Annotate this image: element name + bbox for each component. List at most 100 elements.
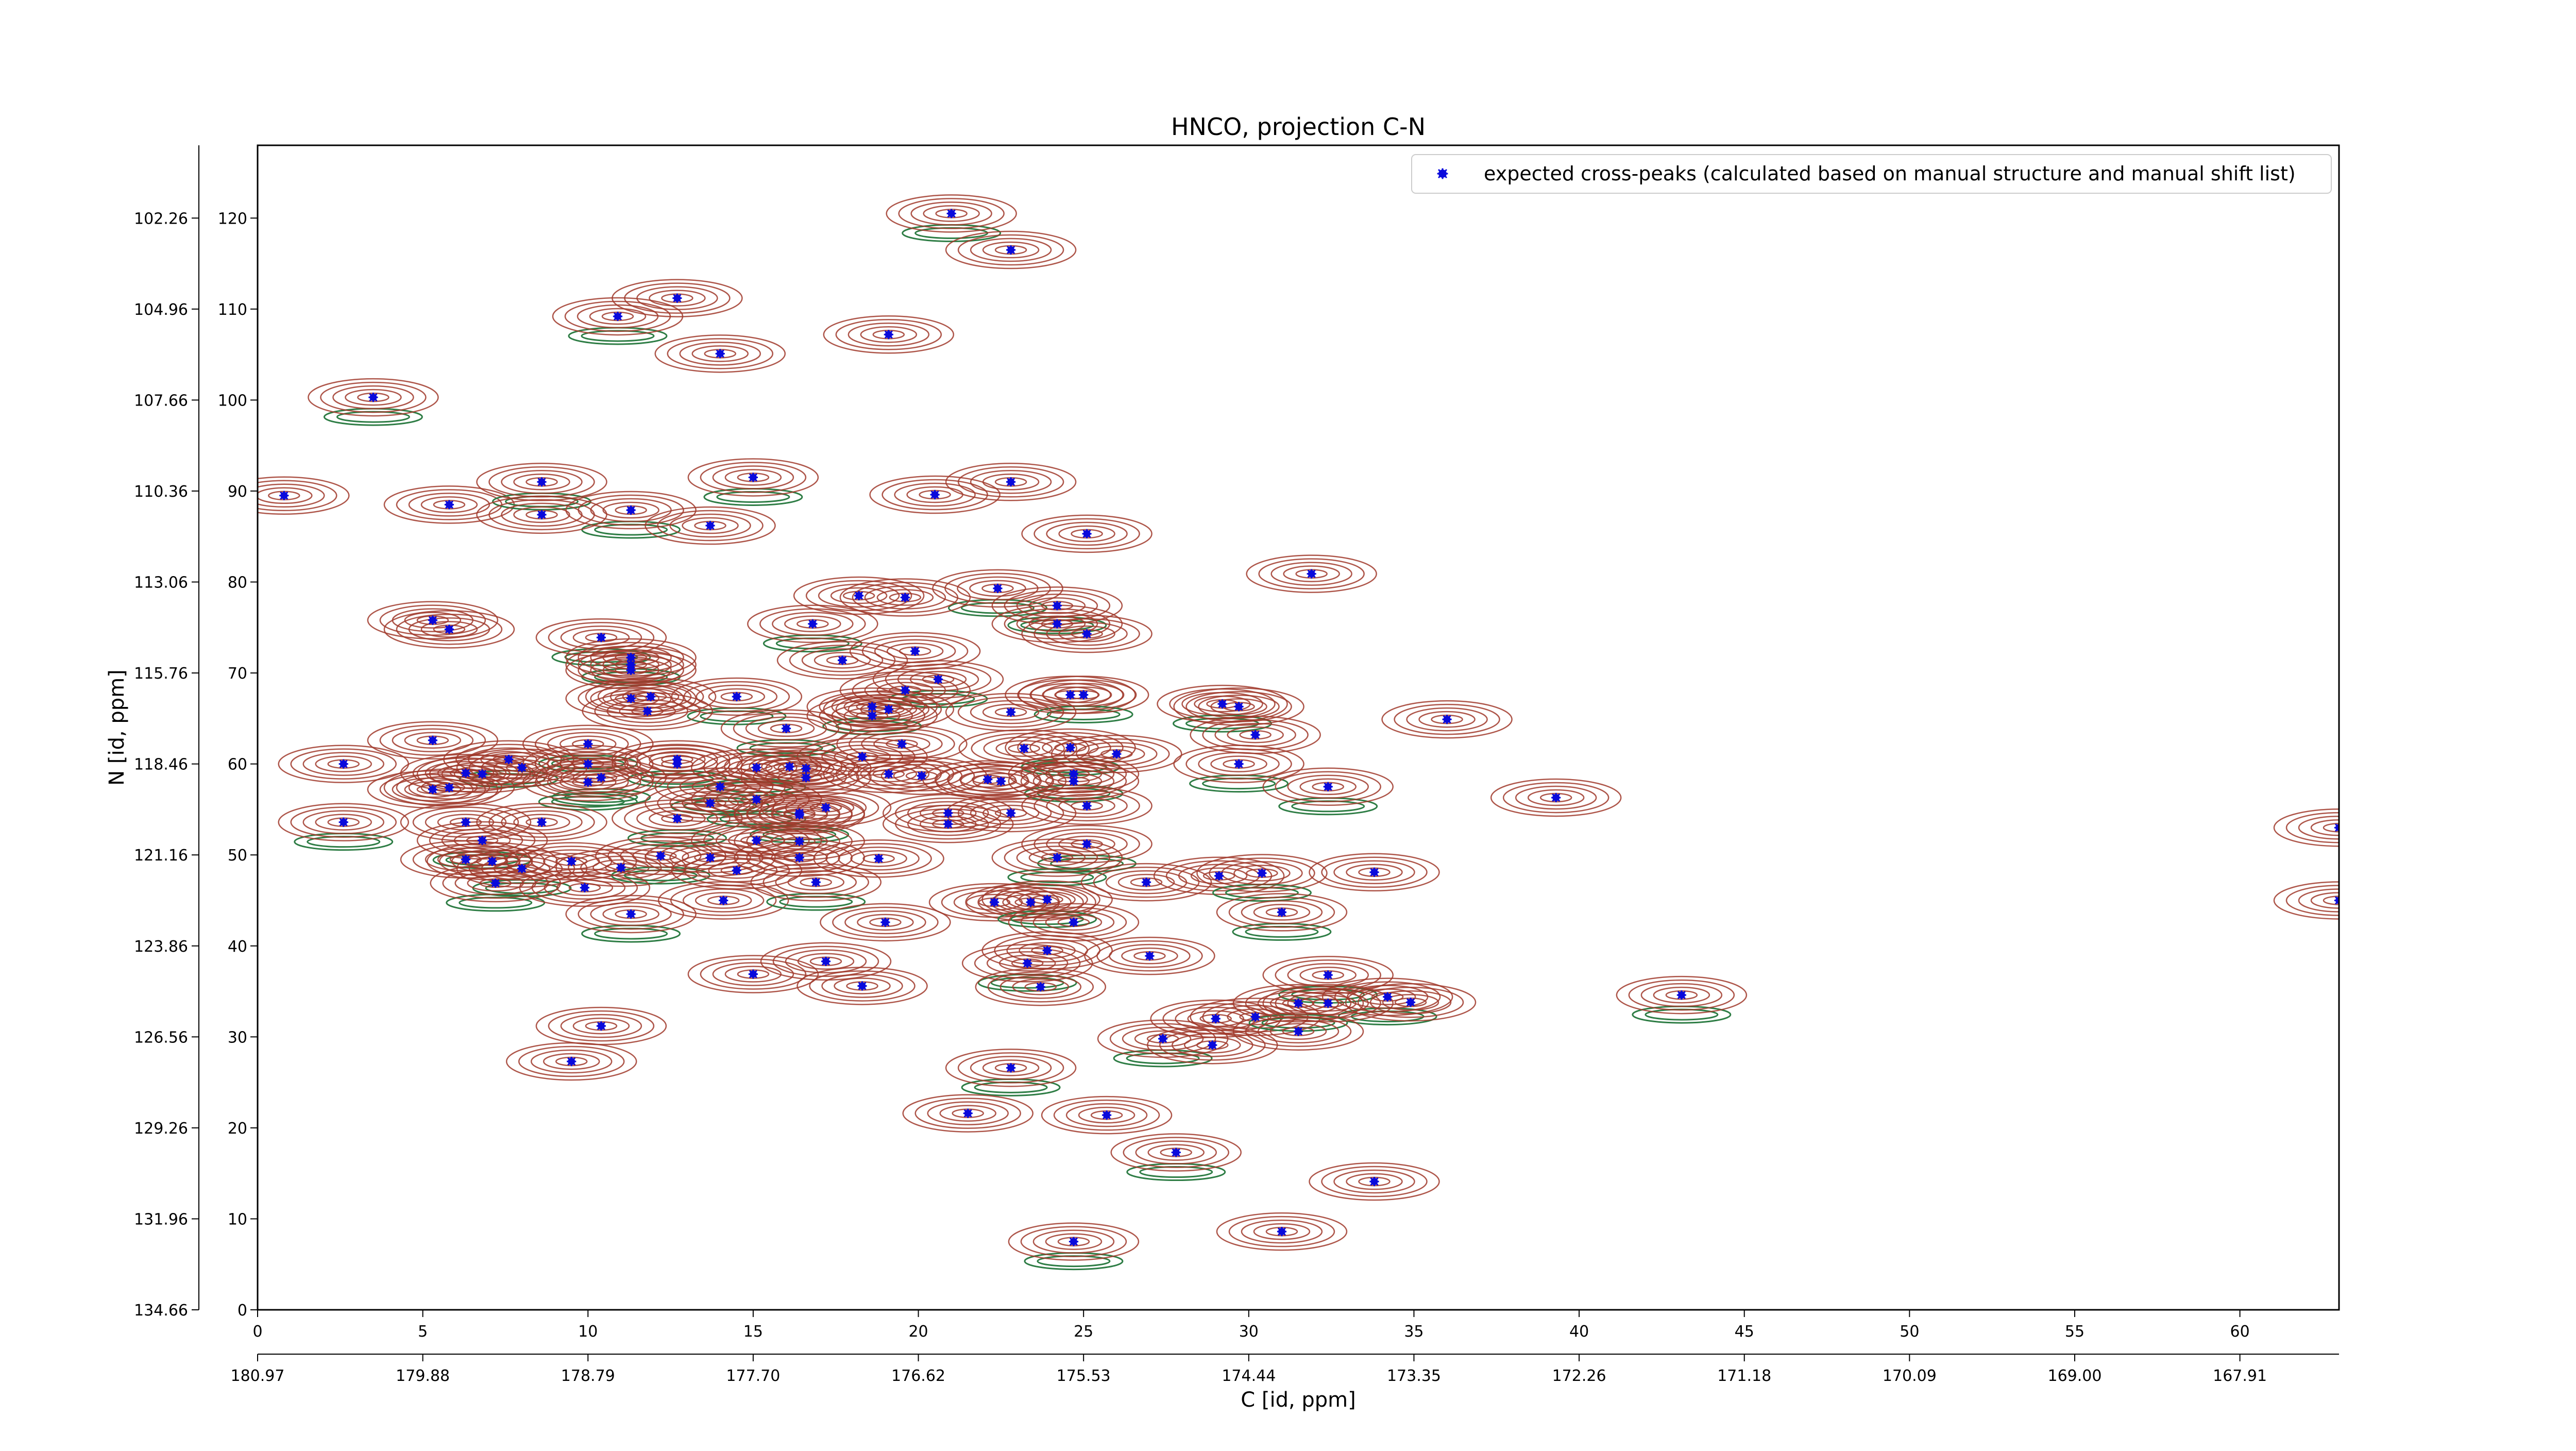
peak-contour: [793, 576, 925, 615]
positive-contour-ring: [2298, 888, 2339, 913]
positive-contour-ring: [379, 724, 486, 756]
positive-contour-ring: [1028, 597, 1086, 614]
positive-contour-ring: [560, 735, 617, 753]
cross-peak-point: [1158, 1034, 1168, 1043]
positive-contour-ring: [396, 772, 503, 803]
positive-contour-ring: [939, 1105, 996, 1122]
positive-contour-ring: [775, 870, 857, 895]
peak-contour: [1021, 786, 1153, 825]
positive-contour-ring: [315, 814, 372, 831]
cross-peak-point: [1141, 878, 1151, 887]
positive-contour-ring: [848, 323, 930, 347]
y-tick-label: 90: [228, 483, 247, 501]
positive-contour-ring: [290, 806, 397, 838]
legend-marker-icon: [1437, 168, 1448, 179]
positive-contour-ring: [772, 792, 879, 823]
cross-peak-point: [1217, 699, 1227, 709]
cross-peak-point: [1250, 1012, 1260, 1022]
positive-contour-ring: [552, 297, 684, 336]
cross-peak-point: [1277, 907, 1287, 917]
positive-contour-ring: [1053, 1099, 1160, 1131]
positive-contour-ring: [1275, 771, 1381, 803]
plot-frame: [257, 144, 2340, 1311]
positive-contour-ring: [1382, 993, 1439, 1011]
positive-contour-ring: [582, 691, 713, 731]
positive-contour-ring: [2310, 892, 2339, 909]
cross-peak-point: [1323, 782, 1333, 791]
cross-peak-point: [1676, 990, 1686, 1000]
peak-contour: [1084, 936, 1215, 975]
y-tick-label: 0: [238, 1302, 247, 1320]
peak-contour: [565, 895, 697, 943]
cross-peak-point: [1082, 839, 1092, 849]
y-ppm-tick-label: 123.86: [134, 938, 188, 956]
cross-peak-point: [917, 771, 927, 781]
positive-contour-ring: [1045, 914, 1103, 931]
positive-contour-ring: [544, 875, 626, 900]
x-tick-label: 15: [743, 1323, 763, 1341]
cross-peak-point: [1383, 992, 1393, 1002]
positive-contour-ring: [290, 748, 397, 780]
positive-contour-ring: [1185, 691, 1292, 722]
positive-contour-ring: [982, 1059, 1040, 1076]
positive-contour-ring: [696, 684, 778, 709]
peak-contour: [2273, 881, 2339, 920]
positive-contour-ring: [876, 682, 934, 699]
cross-peak-point: [567, 1056, 577, 1067]
positive-contour-ring: [683, 681, 790, 713]
positive-contour-ring: [1640, 983, 1723, 1007]
cross-peak-point: [705, 798, 715, 808]
positive-contour-ring: [602, 501, 659, 519]
negative-contour-ring: [307, 836, 381, 848]
positive-contour-ring: [747, 604, 878, 643]
cross-peak-point: [943, 819, 953, 829]
y-tick-label: 50: [228, 847, 247, 865]
positive-contour-ring: [957, 234, 1064, 266]
cross-peak-point: [2334, 896, 2339, 905]
positive-contour-ring: [1058, 835, 1115, 853]
positive-contour-ring: [420, 496, 478, 513]
positive-contour-ring: [308, 378, 439, 417]
positive-contour-ring: [830, 587, 888, 604]
peak-contour: [935, 762, 1067, 801]
cross-peak-point: [884, 769, 893, 779]
positive-contour-ring: [1042, 686, 1099, 703]
positive-contour-ring: [1109, 943, 1191, 968]
positive-contour-ring: [700, 958, 807, 990]
positive-contour-ring: [565, 651, 697, 690]
cross-peak-point: [428, 784, 437, 795]
positive-contour-ring: [513, 474, 570, 491]
positive-contour-ring: [1196, 854, 1328, 892]
x-tick-label: 0: [252, 1323, 262, 1341]
cross-peak-point: [537, 817, 547, 827]
cross-peak-point: [897, 739, 907, 749]
cross-peak-point: [537, 477, 547, 487]
positive-contour-ring: [969, 580, 1026, 597]
y-ppm-tick-label: 102.26: [134, 210, 188, 228]
cross-peak-point: [1019, 744, 1029, 753]
peak-contour: [1345, 983, 1477, 1022]
positive-contour-ring: [1021, 614, 1153, 653]
positive-contour-ring: [691, 345, 749, 362]
positive-contour-ring: [852, 582, 959, 613]
cross-peak-point: [1171, 1148, 1181, 1157]
positive-contour-ring: [535, 618, 667, 657]
peak-contour: [1008, 1222, 1140, 1271]
cross-peak-point: [857, 981, 867, 991]
positive-contour-ring: [612, 799, 743, 838]
cross-peak-point: [596, 773, 606, 783]
positive-contour-ring: [785, 949, 867, 974]
positive-contour-ring: [589, 308, 647, 325]
positive-contour-ring: [772, 612, 854, 636]
cross-peak-point: [794, 836, 804, 846]
positive-contour-ring: [724, 469, 782, 486]
legend-marker-icon: [1437, 168, 1448, 179]
positive-contour-ring: [687, 955, 819, 993]
cross-peak-point: [963, 1108, 973, 1118]
cross-peak-point: [794, 808, 804, 818]
cross-peak-point: [461, 768, 471, 778]
positive-contour-ring: [1063, 738, 1170, 770]
negative-contour-ring: [336, 411, 410, 423]
cross-peak-point: [705, 520, 715, 531]
positive-contour-ring: [787, 873, 844, 891]
